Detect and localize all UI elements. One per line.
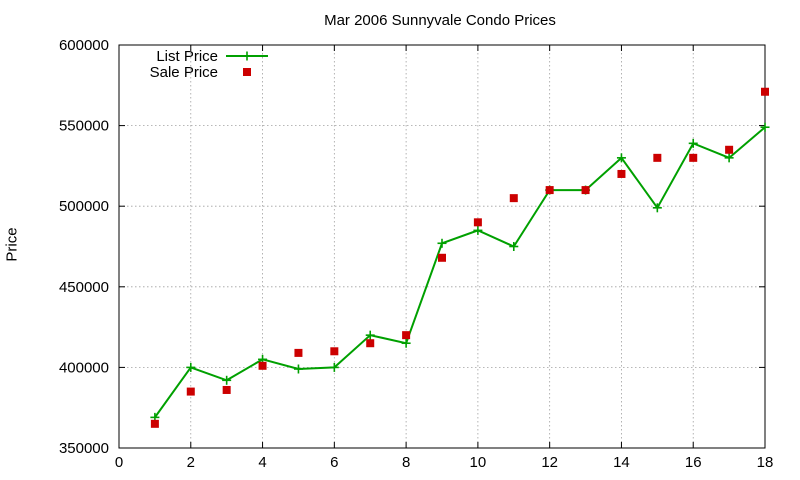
list-price-point: [437, 238, 447, 248]
sale-price-point: [509, 194, 518, 203]
list-price-point: [186, 362, 196, 372]
sale-price-point: [761, 87, 769, 96]
sale-price-point: [581, 186, 590, 195]
axes: 0 2 4 6 8 10 12 14 16 18 350000 400000 450000 500000 5…: [59, 37, 773, 471]
sale-price-point: [366, 339, 375, 348]
sale-price-point: [150, 419, 159, 428]
x-tick-label: 16: [685, 454, 702, 471]
grid-lines: [119, 45, 765, 448]
sale-price-point: [689, 153, 698, 162]
sale-price-point: [222, 385, 231, 394]
x-tick-label: 0: [115, 454, 123, 471]
sale-price-point: [186, 387, 195, 396]
plot-border: [118, 44, 766, 449]
x-tick-label: 4: [258, 454, 266, 471]
list-price-point: [329, 362, 339, 372]
sale-price-point: [438, 253, 446, 262]
x-tick-label: 12: [541, 454, 558, 471]
sale-price-series: [150, 87, 769, 428]
x-tick-label: 14: [613, 454, 630, 471]
series-layer: [150, 87, 770, 428]
list-price-line: [154, 126, 766, 418]
list-price-point: [724, 153, 734, 163]
sale-price-point: [545, 186, 554, 195]
x-tick-label: 8: [402, 454, 410, 471]
list-price-point: [365, 330, 375, 340]
sale-price-point: [617, 169, 626, 178]
list-price-point: [473, 225, 483, 235]
sale-price-point: [258, 361, 267, 370]
sale-price-point: [725, 145, 734, 154]
x-tick-label: 6: [330, 454, 338, 471]
list-price-series: [150, 122, 770, 422]
y-tick-label: 400000: [59, 359, 109, 376]
y-tick-label: 350000: [59, 440, 109, 457]
x-tick-label: 18: [757, 454, 774, 471]
sale-price-point: [402, 331, 411, 340]
y-tick-label: 450000: [59, 279, 109, 296]
legend-marker-list-price: [242, 51, 252, 61]
y-tick-label: 500000: [59, 198, 109, 215]
chart-title: Mar 2006 Sunnyvale Condo Prices: [324, 12, 556, 29]
x-tick-label: 10: [470, 454, 487, 471]
legend-marker-sale-price: [243, 68, 251, 76]
list-price-point: [222, 375, 232, 385]
list-price-point: [652, 203, 662, 213]
sale-price-point: [294, 348, 303, 357]
y-tick-label: 550000: [59, 118, 109, 135]
sale-price-point: [653, 153, 662, 162]
list-price-point: [293, 364, 303, 374]
list-price-point: [509, 242, 519, 251]
sale-price-point: [330, 347, 339, 356]
legend-label-list-price: List Price: [156, 48, 218, 65]
list-price-point: [760, 122, 770, 132]
sale-price-point: [473, 218, 482, 227]
list-price-point: [688, 138, 698, 148]
list-price-point: [401, 338, 411, 348]
list-price-point: [616, 153, 626, 163]
y-tick-label: 600000: [59, 37, 109, 54]
x-tick-label: 2: [187, 454, 195, 471]
legend-label-sale-price: Sale Price: [150, 64, 218, 81]
